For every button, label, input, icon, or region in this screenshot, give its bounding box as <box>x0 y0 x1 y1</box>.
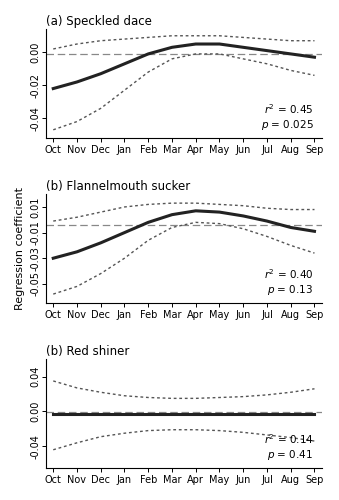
Text: $r^2$ = 0.40: $r^2$ = 0.40 <box>264 268 313 281</box>
Text: $r^2$ = 0.45: $r^2$ = 0.45 <box>264 102 313 117</box>
Text: $r^2$ = 0.14: $r^2$ = 0.14 <box>264 432 313 446</box>
Text: (a) Speckled dace: (a) Speckled dace <box>46 15 152 28</box>
Y-axis label: Regression coefficient: Regression coefficient <box>15 187 25 310</box>
Text: $p$ = 0.13: $p$ = 0.13 <box>267 282 313 296</box>
Text: (b) Flannelmouth sucker: (b) Flannelmouth sucker <box>46 180 191 193</box>
Text: (b) Red shiner: (b) Red shiner <box>46 345 129 358</box>
Text: $p$ = 0.41: $p$ = 0.41 <box>267 448 313 462</box>
Text: $p$ = 0.025: $p$ = 0.025 <box>261 118 313 132</box>
